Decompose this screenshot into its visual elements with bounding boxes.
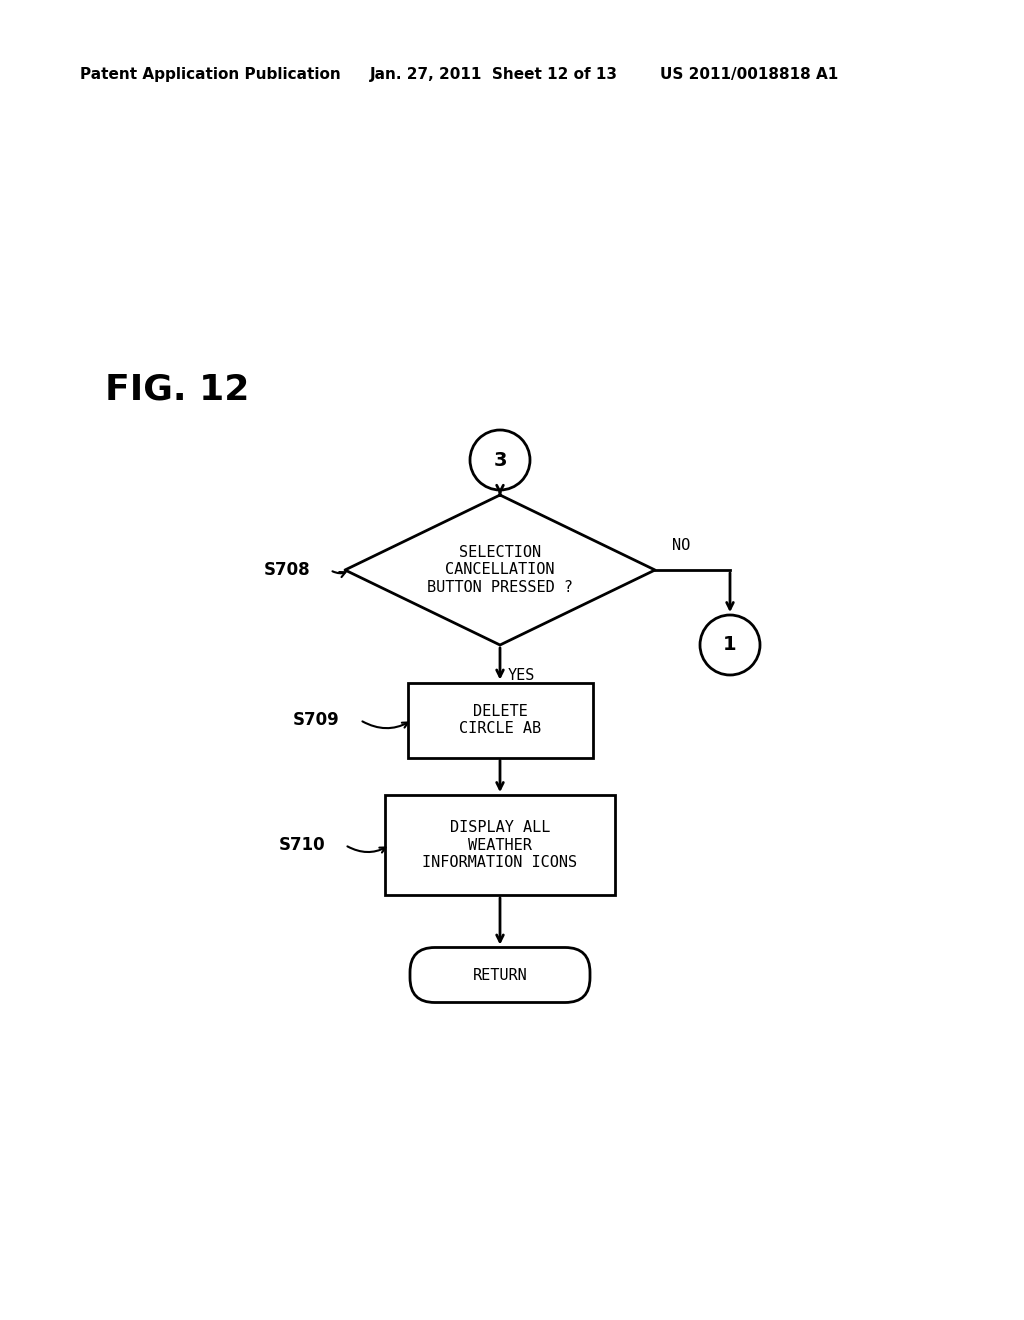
Bar	[408, 682, 593, 758]
Text: SELECTION
CANCELLATION
BUTTON PRESSED ?: SELECTION CANCELLATION BUTTON PRESSED ?	[427, 545, 573, 595]
Text: NO: NO	[672, 539, 690, 553]
Text: 3: 3	[494, 450, 507, 470]
Text: RETURN: RETURN	[473, 968, 527, 982]
Text: FIG. 12: FIG. 12	[105, 374, 250, 407]
Bar	[385, 795, 615, 895]
Text: S710: S710	[279, 836, 325, 854]
Text: US 2011/0018818 A1: US 2011/0018818 A1	[660, 67, 839, 82]
Text: Jan. 27, 2011  Sheet 12 of 13: Jan. 27, 2011 Sheet 12 of 13	[370, 67, 618, 82]
Text: S709: S709	[293, 711, 340, 729]
Text: S708: S708	[263, 561, 310, 579]
Text: 1: 1	[723, 635, 737, 655]
Text: Patent Application Publication: Patent Application Publication	[80, 67, 341, 82]
Text: DELETE
CIRCLE AB: DELETE CIRCLE AB	[459, 704, 541, 737]
Text: DISPLAY ALL
WEATHER
INFORMATION ICONS: DISPLAY ALL WEATHER INFORMATION ICONS	[423, 820, 578, 870]
Text: YES: YES	[508, 668, 536, 682]
